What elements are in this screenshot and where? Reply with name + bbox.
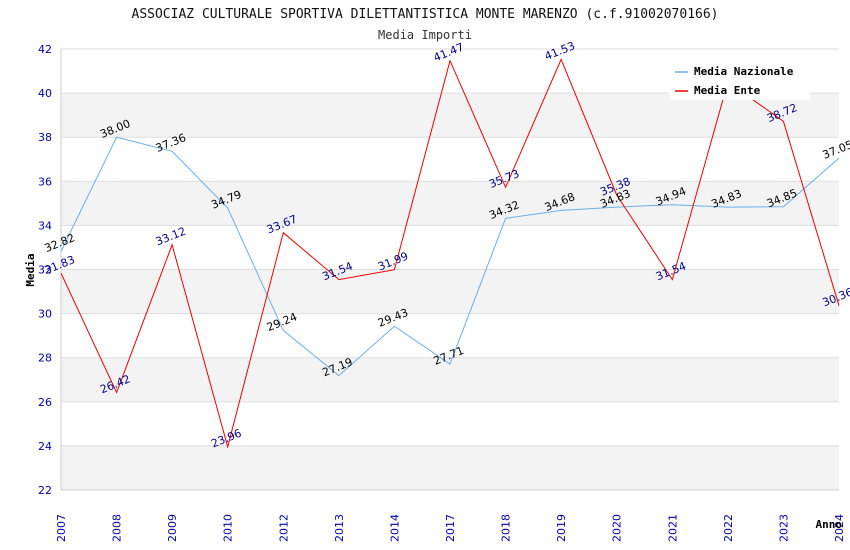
axes <box>60 49 839 491</box>
plot-band <box>61 93 839 138</box>
x-tick-label: 2012 <box>277 514 290 542</box>
y-axis-label: Media <box>24 253 37 286</box>
x-tick-label: 2009 <box>166 514 179 542</box>
y-tick-label: 30 <box>38 308 52 321</box>
x-tick-label: 2023 <box>777 514 790 542</box>
plot-band <box>61 181 839 226</box>
x-tick-labels: 2007 2008 2009 2010 2012 2013 2014 2017 2018 2019… <box>55 514 846 542</box>
legend: Media Nazionale Media Ente <box>669 60 810 100</box>
x-axis-label: Anno <box>816 518 843 531</box>
plot-band <box>61 401 839 446</box>
x-tick-label: 2020 <box>611 514 624 542</box>
x-tick-label: 2010 <box>222 514 235 542</box>
y-tick-label: 42 <box>38 43 52 56</box>
y-tick-label: 40 <box>38 87 52 100</box>
x-tick-label: 2018 <box>500 514 513 542</box>
x-tick-label: 2017 <box>444 514 457 542</box>
x-tick-label: 2024 <box>833 514 846 542</box>
y-tick-label: 22 <box>38 484 52 497</box>
series-lines <box>60 58 840 449</box>
chart-subtitle: Media Importi <box>378 28 472 42</box>
x-tick-label: 2014 <box>388 514 401 542</box>
series-line-media-ente <box>60 58 840 449</box>
x-tick-label: 2008 <box>111 514 124 542</box>
plot-band <box>61 137 839 182</box>
series-line-media-nazionale <box>60 136 840 377</box>
plot-band <box>61 357 839 402</box>
y-tick-label: 32 <box>38 264 52 277</box>
y-tick-label: 34 <box>38 219 52 232</box>
y-tick-label: 28 <box>38 352 52 365</box>
y-tick-label: 38 <box>38 131 52 144</box>
legend-label-media-ente: Media Ente <box>694 84 761 97</box>
y-tick-label: 24 <box>38 440 52 453</box>
x-tick-label: 2019 <box>555 514 568 542</box>
x-tick-label: 2007 <box>55 514 68 542</box>
y-tick-label: 26 <box>38 396 52 409</box>
y-tick-labels: 22 24 26 28 30 32 34 36 38 40 42 <box>38 43 52 497</box>
legend-box <box>669 60 810 100</box>
plot-bands <box>61 49 839 490</box>
legend-label-media-nazionale: Media Nazionale <box>694 65 794 78</box>
x-tick-label: 2021 <box>666 514 679 542</box>
x-tick-label: 2022 <box>722 514 735 542</box>
y-tick-label: 36 <box>38 175 52 188</box>
plot-band <box>61 225 839 270</box>
x-tick-label: 2013 <box>333 514 346 542</box>
plot-band <box>61 269 839 314</box>
plot-band <box>61 445 839 490</box>
plot-band <box>61 313 839 358</box>
chart-title: ASSOCIAZ CULTURALE SPORTIVA DILETTANTIST… <box>132 7 719 22</box>
